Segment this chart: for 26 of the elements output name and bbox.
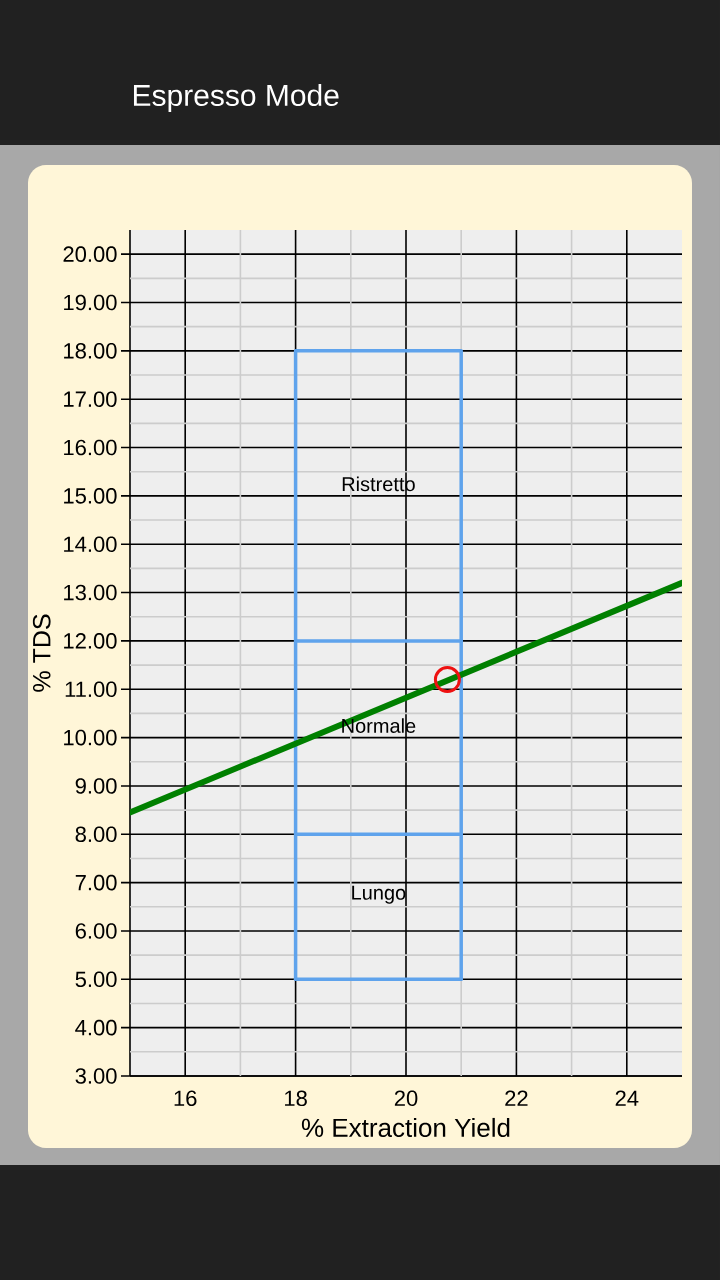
y-tick-label: 20.00 <box>63 246 117 262</box>
x-tick-label: 16 <box>174 1090 197 1107</box>
x-axis-title: % Extraction Yield <box>301 1117 510 1138</box>
y-tick-label: 17.00 <box>64 391 117 407</box>
y-tick-label: 8.00 <box>75 826 117 843</box>
y-tick-label: 4.00 <box>75 1019 117 1036</box>
y-axis-title: % TDS <box>32 614 51 692</box>
y-tick-label: 7.00 <box>75 874 117 891</box>
y-tick-label: 12.00 <box>64 633 117 649</box>
y-tick-label: 16.00 <box>64 439 117 456</box>
y-tick-label: 13.00 <box>64 584 117 601</box>
y-tick-label: 11.00 <box>65 681 117 698</box>
y-tick-label: 14.00 <box>64 536 117 553</box>
y-tick-label: 6.00 <box>75 923 117 939</box>
y-tick-label: 5.00 <box>75 971 117 988</box>
x-tick-label: 22 <box>505 1090 528 1106</box>
y-tick-label: 10.00 <box>64 729 117 746</box>
y-tick-label: 19.00 <box>64 294 117 311</box>
x-tick-label: 24 <box>615 1090 639 1106</box>
y-tick-label: 15.00 <box>64 488 117 504</box>
y-tick-label: 18.00 <box>64 343 117 359</box>
x-tick-label: 20 <box>394 1090 418 1107</box>
x-tick-label: 18 <box>285 1090 307 1107</box>
y-tick-label: 9.00 <box>75 778 117 794</box>
chart-title: Espresso Mode <box>133 84 339 112</box>
y-tick-label: 3.00 <box>75 1068 117 1084</box>
